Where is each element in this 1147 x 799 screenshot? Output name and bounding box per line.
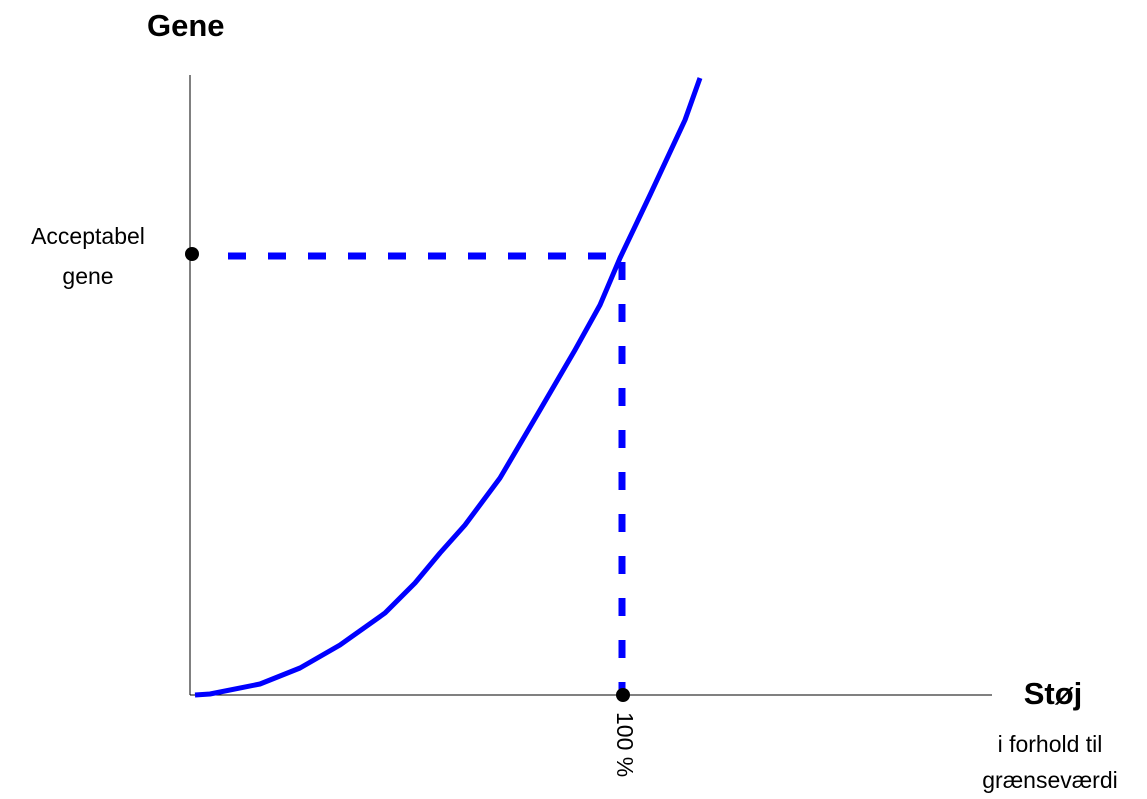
x-axis-subtitle: i forhold til [998,731,1103,757]
x-axis-title: Støj [1024,676,1083,711]
point-marker [616,688,630,702]
y-axis-title: Gene [147,8,225,43]
x-marker-label: 100 % [612,712,638,777]
curve [194,77,703,698]
x-axis-subtitle: grænseværdi [982,767,1118,793]
threshold-label: gene [62,263,113,289]
threshold-label: Acceptabel [31,223,145,249]
point-marker [185,247,199,261]
